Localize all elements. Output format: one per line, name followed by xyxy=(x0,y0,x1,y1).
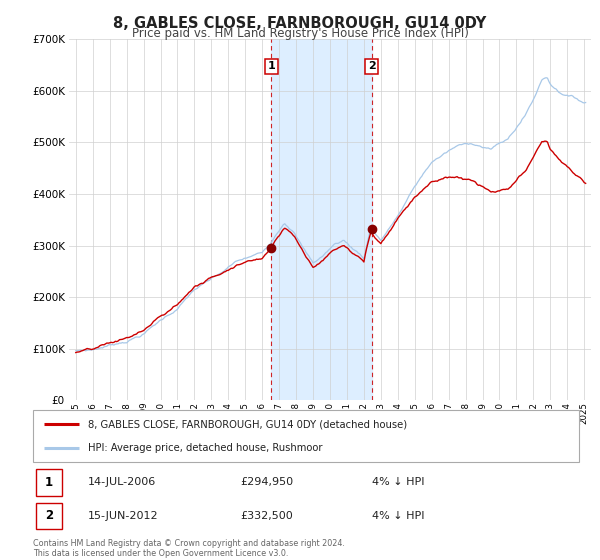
Text: £294,950: £294,950 xyxy=(241,477,293,487)
Text: Contains HM Land Registry data © Crown copyright and database right 2024.
This d: Contains HM Land Registry data © Crown c… xyxy=(33,539,345,558)
Text: 2: 2 xyxy=(45,510,53,522)
Bar xyxy=(36,469,62,496)
Bar xyxy=(36,502,62,529)
Text: £332,500: £332,500 xyxy=(241,511,293,521)
Text: 8, GABLES CLOSE, FARNBOROUGH, GU14 0DY (detached house): 8, GABLES CLOSE, FARNBOROUGH, GU14 0DY (… xyxy=(88,419,407,430)
Text: 1: 1 xyxy=(45,476,53,489)
Text: 4% ↓ HPI: 4% ↓ HPI xyxy=(371,511,424,521)
Text: 2: 2 xyxy=(368,61,376,71)
Bar xyxy=(271,39,371,400)
Text: 14-JUL-2006: 14-JUL-2006 xyxy=(88,477,156,487)
Text: 4% ↓ HPI: 4% ↓ HPI xyxy=(371,477,424,487)
Text: 15-JUN-2012: 15-JUN-2012 xyxy=(88,511,158,521)
Text: 1: 1 xyxy=(268,61,275,71)
Text: HPI: Average price, detached house, Rushmoor: HPI: Average price, detached house, Rush… xyxy=(88,443,322,453)
Text: 8, GABLES CLOSE, FARNBOROUGH, GU14 0DY: 8, GABLES CLOSE, FARNBOROUGH, GU14 0DY xyxy=(113,16,487,31)
Text: Price paid vs. HM Land Registry's House Price Index (HPI): Price paid vs. HM Land Registry's House … xyxy=(131,27,469,40)
